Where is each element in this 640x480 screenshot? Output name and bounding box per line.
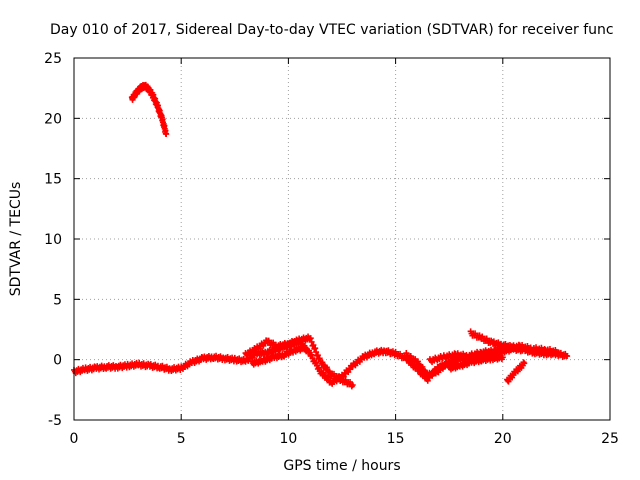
data-series [71, 81, 571, 390]
data-point [319, 359, 326, 366]
y-tick-label: 5 [53, 292, 62, 308]
data-point [313, 349, 320, 356]
series-segment [242, 333, 356, 390]
series-segment [248, 343, 309, 368]
y-tick-label: -5 [48, 413, 62, 429]
chart-title: Day 010 of 2017, Sidereal Day-to-day VTE… [50, 22, 614, 38]
x-tick-label: 10 [279, 431, 297, 447]
y-tick-label: 20 [44, 111, 62, 127]
data-point [307, 335, 314, 342]
series-segment [446, 352, 506, 373]
x-tick-label: 25 [601, 431, 619, 447]
x-tick-label: 15 [387, 431, 405, 447]
data-point [564, 353, 571, 360]
series-segment [504, 359, 528, 385]
y-tick-label: 0 [53, 353, 62, 369]
y-tick-label: 15 [44, 172, 62, 188]
data-point [323, 364, 330, 371]
y-tick-label: 25 [44, 51, 62, 67]
y-tick-label: 10 [44, 232, 62, 248]
data-point [316, 355, 323, 362]
data-point [509, 343, 516, 350]
data-point [308, 351, 315, 358]
y-axis-label: SDTVAR / TECUs [8, 182, 24, 297]
series-segment [467, 328, 517, 352]
data-point [312, 345, 319, 352]
data-point [313, 359, 320, 366]
data-point [310, 342, 317, 349]
data-point [315, 364, 322, 371]
data-point [555, 349, 562, 356]
data-point [349, 382, 356, 389]
axis-ticks: 0 5 10 15 20 25 -5 0 5 10 15 20 25 [44, 51, 619, 447]
series-segment [128, 81, 170, 138]
x-axis-label: GPS time / hours [283, 458, 400, 474]
data-point [163, 131, 170, 138]
data-point [414, 358, 421, 365]
series-sdtvar [71, 81, 571, 390]
x-tick-label: 20 [494, 431, 512, 447]
data-point [521, 360, 528, 367]
x-tick-label: 0 [70, 431, 79, 447]
data-point [510, 344, 517, 351]
data-point [302, 344, 309, 351]
data-point [314, 352, 321, 359]
data-point [308, 338, 315, 345]
x-tick-label: 5 [177, 431, 186, 447]
data-point [499, 354, 506, 361]
data-point [419, 363, 426, 370]
grid [74, 58, 610, 420]
